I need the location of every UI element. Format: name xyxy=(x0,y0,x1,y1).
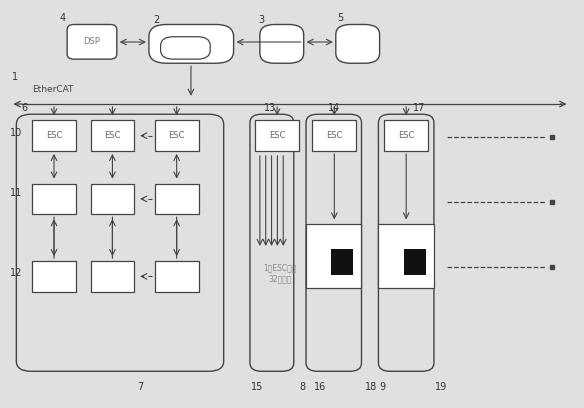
FancyBboxPatch shape xyxy=(250,114,294,371)
Text: 4: 4 xyxy=(60,13,66,23)
FancyBboxPatch shape xyxy=(260,24,304,63)
Text: 3: 3 xyxy=(259,15,265,24)
Text: 9: 9 xyxy=(380,382,385,392)
Text: EtherCAT: EtherCAT xyxy=(32,85,74,94)
Bar xyxy=(32,184,76,214)
Text: ESC: ESC xyxy=(168,131,185,140)
Bar xyxy=(306,224,361,288)
FancyBboxPatch shape xyxy=(16,114,224,371)
Text: DSP: DSP xyxy=(84,37,100,47)
Text: 12: 12 xyxy=(10,268,23,278)
Bar xyxy=(384,120,428,151)
Text: 10: 10 xyxy=(11,128,22,137)
Bar xyxy=(255,120,299,151)
Text: 13: 13 xyxy=(264,103,276,113)
Text: 11: 11 xyxy=(11,188,22,197)
Bar xyxy=(378,224,434,288)
Text: 14: 14 xyxy=(328,103,340,113)
Bar xyxy=(91,261,134,292)
Text: 15: 15 xyxy=(251,382,263,392)
Text: 5: 5 xyxy=(337,13,343,23)
Text: ESC: ESC xyxy=(46,131,62,140)
Text: 6: 6 xyxy=(22,103,27,113)
FancyBboxPatch shape xyxy=(67,24,117,59)
Bar xyxy=(32,120,76,151)
Bar xyxy=(331,249,353,275)
Text: 8: 8 xyxy=(300,382,305,392)
Text: ESC: ESC xyxy=(398,131,415,140)
Text: ESC: ESC xyxy=(269,131,286,140)
Bar xyxy=(155,120,199,151)
Text: 18: 18 xyxy=(365,382,377,392)
Text: 17: 17 xyxy=(413,103,426,113)
Bar xyxy=(91,120,134,151)
Text: 16: 16 xyxy=(314,382,326,392)
Bar xyxy=(404,249,426,275)
FancyBboxPatch shape xyxy=(336,24,380,63)
Bar xyxy=(32,261,76,292)
Text: ESC: ESC xyxy=(326,131,343,140)
Bar xyxy=(312,120,356,151)
FancyBboxPatch shape xyxy=(306,114,361,371)
Text: ESC: ESC xyxy=(104,131,121,140)
FancyBboxPatch shape xyxy=(149,24,234,63)
Text: 19: 19 xyxy=(435,382,447,392)
Bar xyxy=(91,184,134,214)
FancyBboxPatch shape xyxy=(161,37,210,59)
Bar xyxy=(155,261,199,292)
Text: 2: 2 xyxy=(154,15,159,24)
Text: 7: 7 xyxy=(137,382,143,392)
Text: 1个ESC最多
32路信号: 1个ESC最多 32路信号 xyxy=(263,264,297,283)
FancyBboxPatch shape xyxy=(378,114,434,371)
Text: 1: 1 xyxy=(12,72,18,82)
Bar xyxy=(155,184,199,214)
